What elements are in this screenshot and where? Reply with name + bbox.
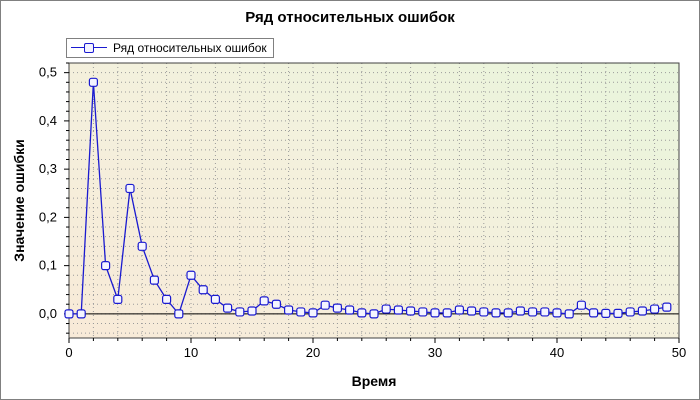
- data-point: [88, 77, 99, 87]
- data-point: [662, 302, 672, 312]
- data-point: [113, 294, 123, 305]
- data-point: [210, 294, 220, 305]
- data-point: [588, 308, 599, 318]
- data-point: [198, 285, 208, 295]
- x-axis-title: Время: [352, 373, 397, 389]
- data-point: [467, 306, 477, 316]
- data-point: [247, 306, 257, 316]
- axis-ticks: 0 10 20 30 40 50 0,0 0,1 0,2 0,3 0,4 0,5: [39, 62, 686, 360]
- data-point: [503, 308, 513, 318]
- data-point: [186, 270, 196, 280]
- legend-swatch: [71, 41, 107, 55]
- y-tick-label: 0,3: [39, 161, 57, 176]
- x-tick-label: 30: [428, 345, 442, 360]
- data-point: [601, 308, 611, 318]
- data-point: [491, 308, 501, 318]
- data-point: [637, 306, 648, 316]
- data-point: [76, 309, 86, 319]
- data-point: [332, 303, 342, 313]
- data-point: [552, 308, 562, 318]
- data-point: [515, 306, 526, 316]
- y-tick-label: 0,5: [39, 65, 57, 80]
- x-tick-label: 0: [65, 345, 72, 360]
- legend: Ряд относительных ошибок: [66, 38, 274, 58]
- data-point: [162, 294, 172, 305]
- data-point: [259, 296, 269, 306]
- data-point: [564, 309, 574, 319]
- x-tick-label: 20: [306, 345, 320, 360]
- y-axis-title: Значение ошибки: [11, 139, 27, 261]
- plot-border: [68, 62, 680, 339]
- y-tick-label: 0,0: [39, 306, 57, 321]
- data-point: [369, 309, 379, 319]
- data-point: [345, 305, 355, 315]
- y-tick-label: 0,4: [39, 113, 57, 128]
- data-point: [442, 308, 452, 318]
- data-point: [527, 307, 538, 317]
- gridlines: [68, 62, 680, 338]
- y-tick-label: 0,1: [39, 258, 57, 273]
- data-point: [357, 308, 367, 318]
- data-point: [137, 241, 147, 251]
- data-point: [454, 305, 464, 315]
- data-point: [393, 305, 403, 315]
- data-point: [540, 307, 550, 317]
- data-point: [235, 307, 245, 317]
- data-point: [381, 304, 391, 314]
- data-point: [100, 261, 111, 271]
- data-point: [430, 308, 440, 318]
- chart-title: Ряд относительных ошибок: [245, 9, 455, 26]
- data-point: [649, 304, 660, 314]
- x-tick-label: 40: [550, 345, 564, 360]
- data-point: [406, 306, 416, 316]
- x-tick-label: 10: [184, 345, 198, 360]
- data-point: [223, 303, 233, 313]
- data-point: [284, 305, 294, 315]
- data-point: [64, 309, 74, 319]
- data-point: [576, 300, 587, 310]
- data-point: [320, 300, 330, 310]
- legend-label: Ряд относительных ошибок: [113, 41, 267, 55]
- data-point: [308, 308, 318, 318]
- data-point: [479, 307, 489, 317]
- series-layer: [64, 77, 672, 319]
- data-point: [149, 275, 159, 285]
- data-point: [613, 308, 623, 318]
- data-point: [271, 299, 281, 309]
- data-point: [125, 183, 135, 194]
- data-point: [418, 307, 428, 317]
- data-point: [174, 309, 184, 319]
- plot-area: [69, 63, 679, 338]
- y-tick-label: 0,2: [39, 209, 57, 224]
- x-tick-label: 50: [672, 345, 686, 360]
- data-point: [625, 307, 635, 317]
- data-point: [296, 307, 306, 317]
